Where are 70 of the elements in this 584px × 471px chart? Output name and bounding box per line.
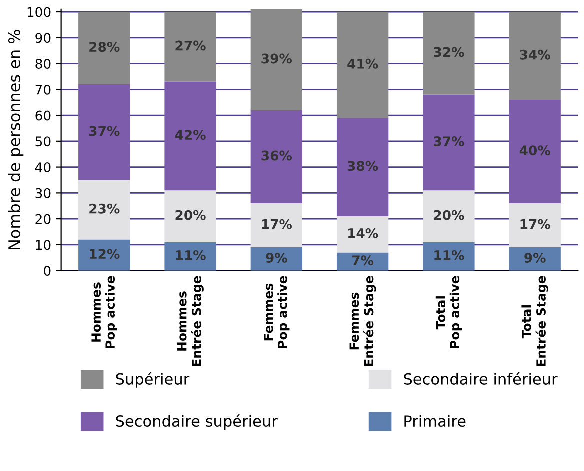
y-tick-label: 90	[36, 33, 51, 44]
bar	[250, 110, 303, 204]
data-label: 38%	[348, 161, 378, 172]
x-tick-label: Hommes Entrée Stage	[178, 276, 204, 366]
bar	[250, 9, 303, 110]
y-tick-label: 40	[35, 162, 51, 172]
data-label: 32%	[434, 47, 464, 58]
data-label: 34%	[520, 50, 550, 60]
x-tick-label: Total Entrée Stage	[522, 276, 548, 366]
bar	[509, 100, 561, 204]
y-tick-label: 0	[44, 266, 51, 276]
bar	[78, 84, 130, 180]
data-label: 37%	[89, 126, 120, 136]
data-label: 12%	[90, 249, 120, 260]
data-label: 14%	[348, 228, 378, 238]
y-axis-title: Nombre de personnes en %	[8, 30, 24, 250]
bar	[336, 12, 389, 118]
data-label: 9%	[266, 253, 288, 264]
data-label: 27%	[176, 40, 206, 51]
data-label: 41%	[348, 58, 378, 69]
data-label: 39%	[262, 54, 292, 64]
data-label: 20%	[176, 210, 206, 220]
data-label: 7%	[352, 256, 374, 266]
bar	[336, 252, 389, 271]
bar	[164, 82, 216, 191]
bar	[164, 12, 216, 82]
data-label: 23%	[90, 204, 120, 214]
y-tick-label: 80	[36, 58, 51, 69]
data-label: 36%	[262, 150, 292, 161]
y-tick-label: 10	[36, 240, 51, 250]
bar	[164, 242, 216, 271]
y-tick-label: 70	[36, 84, 51, 95]
x-tick-label: Total Pop active	[436, 276, 462, 348]
data-label: 9%	[524, 253, 546, 264]
data-label: 42%	[175, 130, 206, 140]
bar	[78, 240, 130, 271]
x-tick-label: Femmes Pop active	[264, 276, 290, 348]
x-tick-label: Femmes Entrée Stage	[350, 276, 376, 366]
bar	[250, 204, 303, 248]
bar	[509, 248, 561, 271]
data-label: 40%	[520, 146, 550, 156]
data-label: 28%	[90, 42, 120, 52]
bar	[336, 118, 389, 216]
bar	[164, 190, 216, 242]
bar	[336, 216, 389, 253]
legend-label: Primaire	[404, 415, 466, 428]
y-tick-label: 60	[36, 110, 51, 121]
legend-label: Secondaire inférieur	[404, 372, 558, 385]
bar	[423, 190, 475, 242]
bar	[250, 248, 303, 271]
data-label: 11%	[176, 250, 206, 260]
bar	[509, 12, 561, 100]
x-tick-label: Hommes Pop active	[92, 276, 118, 348]
y-tick-label: 50	[36, 136, 51, 147]
bar	[78, 12, 130, 84]
data-label: 17%	[262, 219, 292, 230]
data-label: 37%	[434, 136, 464, 147]
bar	[78, 180, 130, 240]
bar	[423, 12, 475, 95]
legend-label: Secondaire supérieur	[116, 414, 278, 430]
y-tick-label: 30	[36, 188, 51, 198]
data-label: 20%	[434, 210, 464, 220]
bar	[423, 94, 475, 191]
data-label: 17%	[520, 219, 550, 230]
data-label: 11%	[434, 250, 464, 260]
y-tick-label: 100	[28, 7, 51, 18]
y-tick-label: 20	[36, 214, 51, 224]
legend-label: Supérieur	[116, 372, 190, 388]
bar	[509, 204, 561, 248]
bar	[423, 242, 475, 271]
